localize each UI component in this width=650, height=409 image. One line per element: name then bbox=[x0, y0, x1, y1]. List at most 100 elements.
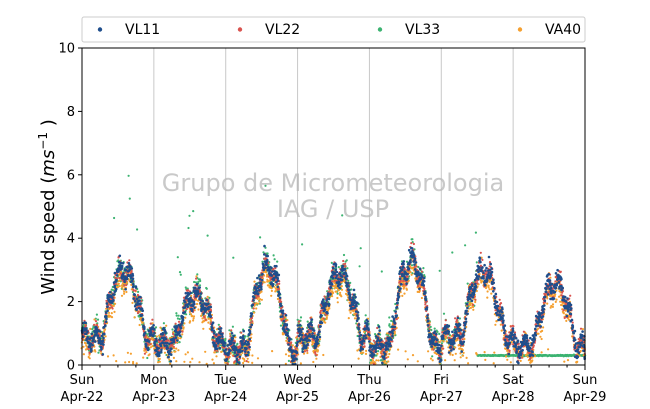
point-va40 bbox=[385, 362, 388, 365]
point-vl33 bbox=[272, 254, 275, 257]
point-va40 bbox=[324, 321, 327, 324]
point-va40 bbox=[454, 352, 457, 355]
legend-label-vl22: VL22 bbox=[265, 22, 300, 38]
point-vl22 bbox=[424, 303, 427, 306]
point-va40 bbox=[195, 302, 199, 306]
point-va40 bbox=[299, 342, 302, 345]
point-vl22 bbox=[216, 350, 219, 353]
point-va40 bbox=[489, 279, 492, 282]
point-vl22 bbox=[385, 356, 388, 359]
point-vl22 bbox=[280, 300, 283, 303]
point-vl22 bbox=[143, 352, 146, 355]
point-vl33 bbox=[188, 214, 191, 217]
point-vl33 bbox=[97, 351, 100, 354]
point-vl22 bbox=[114, 276, 117, 279]
point-vl22 bbox=[368, 338, 371, 341]
point-va40 bbox=[209, 319, 212, 322]
point-va40 bbox=[148, 353, 151, 356]
point-va40 bbox=[184, 353, 187, 356]
point-va40 bbox=[191, 315, 194, 318]
point-va40 bbox=[195, 275, 198, 278]
point-vl33 bbox=[346, 267, 349, 270]
point-va40 bbox=[246, 357, 249, 360]
point-va40 bbox=[103, 328, 107, 331]
point-vl33 bbox=[178, 318, 181, 321]
point-va40 bbox=[388, 352, 391, 356]
point-va40 bbox=[179, 337, 182, 340]
point-va40 bbox=[255, 307, 258, 310]
point-vl22 bbox=[290, 341, 293, 344]
point-va40 bbox=[112, 304, 115, 307]
point-va40 bbox=[253, 311, 256, 314]
point-va40 bbox=[559, 300, 562, 303]
point-vl22 bbox=[198, 289, 201, 292]
point-va40 bbox=[149, 346, 152, 349]
point-vl33 bbox=[430, 328, 433, 332]
point-va40 bbox=[472, 308, 475, 311]
point-va40 bbox=[124, 361, 127, 364]
point-vl33 bbox=[231, 325, 234, 328]
point-va40 bbox=[183, 360, 186, 363]
point-vl22 bbox=[342, 259, 345, 263]
point-vl33 bbox=[474, 231, 477, 234]
point-va40 bbox=[260, 298, 263, 301]
point-vl22 bbox=[261, 275, 264, 278]
point-vl33 bbox=[96, 318, 100, 321]
point-va40 bbox=[120, 284, 123, 287]
point-vl33 bbox=[266, 252, 269, 255]
point-va40 bbox=[554, 293, 557, 296]
point-va40 bbox=[540, 351, 543, 354]
point-vl33 bbox=[410, 264, 414, 267]
point-vl33 bbox=[171, 328, 174, 331]
point-va40 bbox=[475, 353, 478, 356]
point-va40 bbox=[311, 343, 314, 346]
point-va40 bbox=[567, 318, 571, 321]
point-vl33 bbox=[113, 216, 116, 220]
point-va40 bbox=[258, 300, 261, 303]
point-vl33 bbox=[244, 335, 247, 338]
point-vl22 bbox=[109, 303, 112, 307]
point-vl33 bbox=[217, 323, 220, 326]
point-vl22 bbox=[295, 346, 298, 349]
point-va40 bbox=[547, 348, 550, 351]
point-vl33 bbox=[342, 253, 346, 257]
point-va40 bbox=[576, 360, 579, 363]
point-va40 bbox=[386, 332, 389, 335]
point-vl33 bbox=[137, 290, 140, 293]
point-va40 bbox=[211, 358, 214, 361]
point-va40 bbox=[551, 303, 555, 306]
point-va40 bbox=[128, 360, 131, 364]
point-va40 bbox=[207, 321, 210, 324]
point-vl33 bbox=[258, 302, 261, 305]
point-va40 bbox=[145, 351, 148, 354]
watermark-line-2: IAG / USP bbox=[277, 195, 389, 223]
point-vl22 bbox=[144, 334, 147, 337]
point-vl22 bbox=[395, 318, 398, 321]
point-vl22 bbox=[144, 336, 147, 339]
point-va40 bbox=[270, 287, 273, 290]
point-vl22 bbox=[125, 284, 128, 287]
point-va40 bbox=[197, 299, 200, 302]
point-vl22 bbox=[132, 289, 135, 292]
point-va40 bbox=[115, 360, 118, 363]
point-vl33 bbox=[287, 359, 290, 362]
point-va40 bbox=[270, 294, 273, 297]
point-vl33 bbox=[206, 234, 209, 237]
point-va40 bbox=[484, 358, 487, 361]
point-va40 bbox=[205, 362, 208, 365]
point-va40 bbox=[404, 350, 407, 353]
point-va40 bbox=[566, 359, 570, 362]
point-va40 bbox=[270, 289, 273, 292]
point-va40 bbox=[387, 360, 390, 363]
point-va40 bbox=[107, 311, 111, 314]
point-va40 bbox=[307, 341, 310, 344]
point-vl33 bbox=[185, 313, 188, 316]
point-vl22 bbox=[277, 287, 280, 290]
point-va40 bbox=[197, 308, 200, 311]
point-va40 bbox=[399, 285, 402, 288]
point-va40 bbox=[118, 279, 121, 282]
point-va40 bbox=[542, 326, 545, 329]
point-va40 bbox=[207, 317, 211, 320]
point-va40 bbox=[388, 348, 392, 351]
point-vl22 bbox=[167, 339, 170, 342]
